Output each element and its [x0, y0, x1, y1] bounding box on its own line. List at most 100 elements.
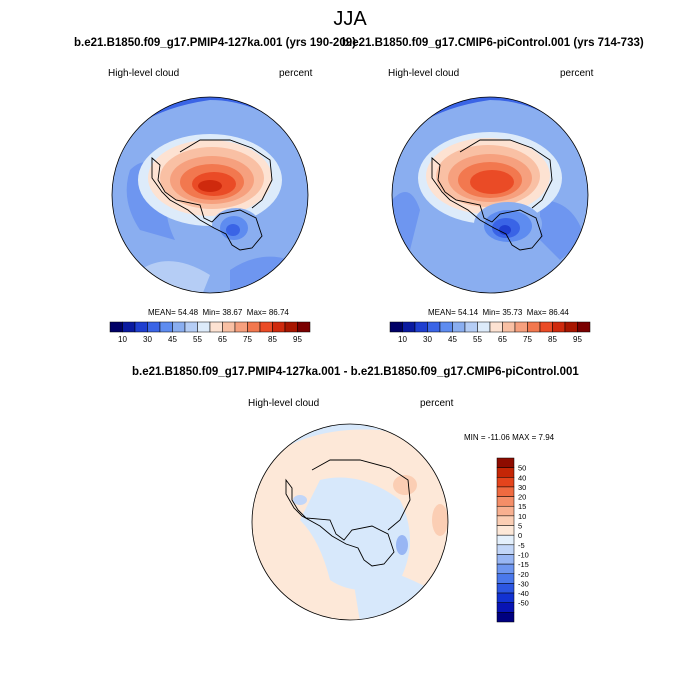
- colorbar-swatch: [439, 321, 453, 333]
- colorbar-swatch: [134, 321, 148, 333]
- colorbar-swatch: [496, 486, 515, 497]
- colorbar-swatch: [496, 573, 515, 584]
- colorbar-swatch: [496, 467, 515, 478]
- colorbar-swatch: [496, 563, 515, 575]
- colorbar-swatch: [222, 321, 236, 333]
- mean-value: 54.48: [178, 308, 199, 317]
- colorbar-tick-label: 0: [518, 531, 522, 540]
- colorbar-swatch: [496, 477, 515, 488]
- colorbar-swatch: [502, 321, 516, 333]
- colorbar-swatch: [427, 321, 441, 333]
- map-right-border: [391, 96, 589, 294]
- colorbar-tick-label: 85: [268, 335, 277, 344]
- colorbar-swatch: [496, 505, 515, 517]
- colorbar-swatch: [247, 321, 261, 333]
- colorbar-swatch: [234, 321, 248, 333]
- colorbar-tick-label: 65: [498, 335, 507, 344]
- colorbar-swatch: [552, 321, 566, 333]
- max-value: 86.44: [548, 308, 569, 317]
- map-diff-border: [251, 423, 449, 621]
- colorbar-swatch: [496, 602, 515, 613]
- diff-units: percent: [420, 398, 454, 409]
- colorbar-tick-label: 30: [423, 335, 432, 344]
- max-value: 86.74: [268, 308, 289, 317]
- colorbar-tick-label: -50: [518, 599, 529, 608]
- map-right: [392, 97, 588, 293]
- colorbar-swatch: [564, 321, 578, 333]
- mean-value: 54.14: [458, 308, 479, 317]
- colorbar-swatch: [414, 321, 428, 333]
- colorbar-tick-label: 55: [193, 335, 202, 344]
- colorbar-tick-label: -40: [518, 589, 529, 598]
- colorbar-swatch: [197, 321, 211, 333]
- colorbar-swatch: [284, 321, 298, 333]
- colorbar-swatch: [122, 321, 136, 333]
- min-value: 38.67: [222, 308, 243, 317]
- colorbar-tick-label: 75: [243, 335, 252, 344]
- colorbar-swatch: [527, 321, 541, 333]
- colorbar-tick-label: 75: [523, 335, 532, 344]
- colorbar-tick-label: 30: [518, 483, 526, 492]
- map-diff: [252, 424, 448, 620]
- colorbar-swatch: [172, 321, 186, 333]
- colorbar-swatch: [496, 457, 515, 468]
- colorbar-tick-label: 10: [118, 335, 127, 344]
- colorbar-tick-label: 45: [168, 335, 177, 344]
- colorbar-tick-label: -15: [518, 560, 529, 569]
- colorbar-swatch: [514, 321, 528, 333]
- colorbar-swatch: [477, 321, 491, 333]
- panel-right-stats: MEAN= 54.14 Min= 35.73 Max= 86.44: [428, 308, 569, 317]
- panel-left-title: b.e21.B1850.f09_g17.PMIP4-127ka.001 (yrs…: [74, 37, 356, 49]
- colorbar-tick-label: 95: [293, 335, 302, 344]
- colorbar-swatch: [259, 321, 273, 333]
- colorbar-swatch: [464, 321, 478, 333]
- colorbar-tick-label: 30: [143, 335, 152, 344]
- colorbar-tick-label: -10: [518, 550, 529, 559]
- colorbar-tick-label: 10: [398, 335, 407, 344]
- colorbar-swatch: [496, 612, 515, 623]
- coastline-right: [431, 139, 553, 251]
- coastline-diff: [285, 459, 411, 567]
- colorbar-tick-label: 85: [548, 335, 557, 344]
- map-left: [112, 97, 308, 293]
- colorbar-swatch: [496, 496, 515, 507]
- season-title: JJA: [333, 8, 367, 30]
- colorbar-swatch: [496, 592, 515, 603]
- colorbar-tick-label: 15: [518, 502, 526, 511]
- colorbar-swatch: [209, 321, 223, 333]
- colorbar-tick-label: -5: [518, 541, 525, 550]
- colorbar-swatch: [147, 321, 161, 333]
- colorbar-tick-label: 95: [573, 335, 582, 344]
- panel-right-units: percent: [560, 68, 594, 79]
- diff-range: MIN = -11.06 MAX = 7.94: [464, 433, 555, 442]
- colorbar-swatch: [389, 321, 403, 333]
- diff-title: b.e21.B1850.f09_g17.PMIP4-127ka.001 - b.…: [132, 366, 579, 378]
- colorbar-swatch: [496, 544, 515, 555]
- colorbar-tick-label: 50: [518, 464, 526, 473]
- colorbar-swatch: [496, 583, 515, 594]
- colorbar-swatch: [496, 534, 515, 546]
- colorbar-swatch: [109, 321, 123, 333]
- panel-right-variable: High-level cloud: [388, 68, 460, 79]
- colorbar-swatch: [496, 525, 515, 536]
- panel-left-variable: High-level cloud: [108, 68, 180, 79]
- coastline-left: [151, 139, 273, 251]
- colorbar-tick-label: 55: [473, 335, 482, 344]
- colorbar-tick-label: 65: [218, 335, 227, 344]
- panel-right-title: b.e21.B1850.f09_g17.CMIP6-piControl.001 …: [342, 37, 644, 49]
- colorbar-tick-label: 5: [518, 522, 522, 531]
- colorbar-tick-label: -30: [518, 579, 529, 588]
- colorbar-swatch: [402, 321, 416, 333]
- colorbar-swatch: [452, 321, 466, 333]
- colorbar-swatch: [489, 321, 503, 333]
- colorbar-swatch: [496, 554, 515, 565]
- colorbar-tick-label: 45: [448, 335, 457, 344]
- colorbar-tick-label: 20: [518, 493, 526, 502]
- colorbar-left: 10 30 45 55 65 75 85 95: [109, 321, 311, 344]
- colorbar-swatch: [272, 321, 286, 333]
- panel-left-units: percent: [279, 68, 313, 79]
- diff-variable: High-level cloud: [248, 398, 320, 409]
- colorbar-tick-label: 10: [518, 512, 526, 521]
